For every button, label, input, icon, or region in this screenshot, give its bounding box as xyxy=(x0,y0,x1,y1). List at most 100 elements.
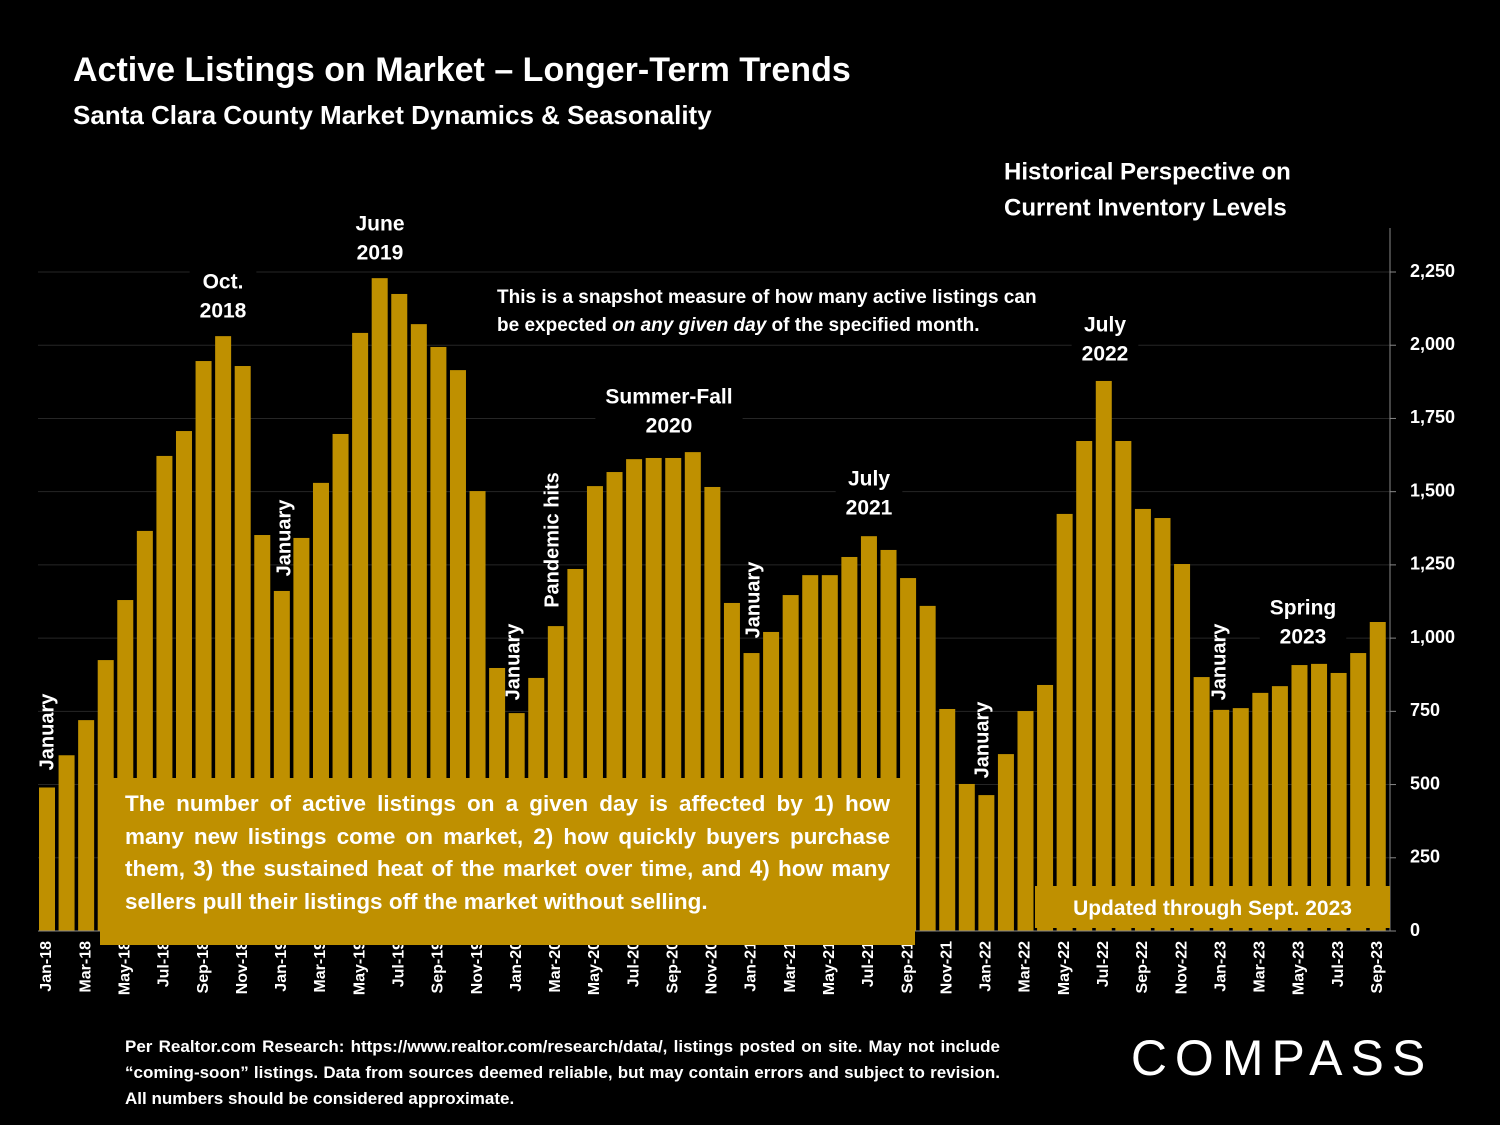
annotation-text: 2018 xyxy=(200,300,247,323)
annotation-text: 2022 xyxy=(1082,343,1129,366)
annotation: Spring 2023 xyxy=(1259,593,1347,655)
x-tick-label: Nov-19 xyxy=(469,941,486,994)
bar xyxy=(1291,665,1308,931)
logo: COMPASS xyxy=(1131,1030,1433,1086)
y-tick-label: 500 xyxy=(1410,773,1440,793)
x-tick-label: Mar-21 xyxy=(782,941,799,993)
x-tick-label: May-19 xyxy=(351,941,368,995)
x-tick-label: Sep-18 xyxy=(195,941,212,994)
annotation-text: July xyxy=(848,468,890,491)
x-tick-label: Jul-21 xyxy=(860,941,877,987)
annotation-text: Summer-Fall xyxy=(605,386,732,409)
bar xyxy=(1369,622,1386,931)
chart-title: Active Listings on Market – Longer-Term … xyxy=(73,51,851,89)
annotation: June 2019 xyxy=(345,209,415,271)
annotation-text: Oct. xyxy=(203,271,244,294)
bar xyxy=(1095,380,1112,931)
x-tick-label: Mar-23 xyxy=(1252,941,1269,993)
rotated-label: January xyxy=(742,561,764,639)
x-tick-label: May-21 xyxy=(821,941,838,995)
note: This is a snapshot measure of how many a… xyxy=(497,284,1057,340)
x-tick-label: Sep-20 xyxy=(664,941,681,994)
y-tick-label: 0 xyxy=(1410,920,1420,940)
x-tick-label: Mar-22 xyxy=(1017,941,1034,993)
y-tick-label: 1,750 xyxy=(1410,407,1455,427)
bar xyxy=(371,278,388,932)
x-tick-label: Jul-19 xyxy=(390,941,407,987)
x-tick-label: Sep-22 xyxy=(1134,941,1151,994)
bar xyxy=(978,795,995,931)
bar xyxy=(1154,518,1171,931)
bar xyxy=(1271,686,1288,931)
bar xyxy=(1017,711,1034,931)
x-tick-label: Nov-20 xyxy=(704,941,721,994)
annotation-bg xyxy=(1071,310,1139,372)
bar xyxy=(39,787,55,931)
note-text: This is a snapshot measure of how many a… xyxy=(497,287,1037,336)
chart-subtitle: Santa Clara County Market Dynamics & Sea… xyxy=(73,100,712,130)
x-tick-label: Jan-19 xyxy=(273,941,290,992)
rotated-label: January xyxy=(36,693,58,771)
annotation-text: 2020 xyxy=(646,415,693,438)
rotated-label: Pandemic hits xyxy=(541,472,563,608)
rotated-label: January xyxy=(971,701,993,779)
bar xyxy=(1330,672,1347,931)
bar xyxy=(78,720,95,931)
x-tick-label: Sep-21 xyxy=(899,941,916,994)
x-tick-label: Jan-21 xyxy=(743,941,760,992)
side-heading: Current Inventory Levels xyxy=(1004,194,1287,221)
bar xyxy=(958,783,975,931)
annotation: Oct. 2018 xyxy=(189,267,257,329)
annotation-bg xyxy=(345,209,415,271)
bar xyxy=(1193,677,1210,931)
annotation-text: June xyxy=(355,213,404,236)
x-tick-label: Jan-22 xyxy=(978,941,995,992)
x-tick-label: Sep-23 xyxy=(1369,941,1386,994)
annotation: July 2021 xyxy=(835,464,903,526)
annotation-bg xyxy=(1259,593,1347,655)
x-tick-label: Nov-22 xyxy=(1173,941,1190,994)
note-italic: on any given day xyxy=(612,315,767,336)
x-tick-label: Jan-20 xyxy=(508,941,525,992)
annotation-bg xyxy=(189,267,257,329)
note-text: of the specified month. xyxy=(766,315,980,336)
x-tick-label: Jul-22 xyxy=(1095,941,1112,987)
x-tick-label: Nov-18 xyxy=(234,941,251,994)
annotation-text: 2023 xyxy=(1280,626,1327,649)
y-tick-label: 1,500 xyxy=(1410,480,1455,500)
bar xyxy=(1350,653,1367,931)
x-tick-label: Mar-20 xyxy=(547,941,564,993)
annotation-text: Spring xyxy=(1270,597,1337,620)
rotated-label: January xyxy=(273,499,295,577)
x-tick-label: May-20 xyxy=(586,941,603,995)
updated-box: Updated through Sept. 2023 xyxy=(1035,886,1390,928)
rotated-label: January xyxy=(1208,623,1230,701)
annotation: July 2022 xyxy=(1071,310,1139,372)
bar xyxy=(1134,508,1151,931)
bar xyxy=(1076,440,1093,931)
side-heading: Historical Perspective on xyxy=(1004,158,1291,185)
footnote: Per Realtor.com Research: https://www.re… xyxy=(125,1037,1000,1108)
x-tick-label: Jul-20 xyxy=(625,941,642,987)
annotation-text: 2021 xyxy=(846,497,893,520)
explanation-box: The number of active listings on a given… xyxy=(100,778,915,945)
x-tick-label: Jul-18 xyxy=(156,941,173,987)
y-tick-label: 1,000 xyxy=(1410,627,1455,647)
y-tick-label: 2,250 xyxy=(1410,261,1455,281)
bar xyxy=(58,755,75,931)
x-tick-label: May-22 xyxy=(1056,941,1073,995)
x-tick-label: May-18 xyxy=(116,941,133,995)
x-tick-label: Mar-19 xyxy=(312,941,329,993)
x-tick-label: Jan-18 xyxy=(38,941,55,992)
annotation-bg xyxy=(835,464,903,526)
bar xyxy=(391,293,408,931)
x-tick-label: Sep-19 xyxy=(430,941,447,994)
x-tick-label: Jul-23 xyxy=(1330,941,1347,987)
y-tick-label: 2,000 xyxy=(1410,334,1455,354)
bar xyxy=(1252,692,1269,931)
bar xyxy=(1213,709,1230,931)
annotation-bg xyxy=(595,382,743,444)
rotated-label: January xyxy=(502,623,524,701)
